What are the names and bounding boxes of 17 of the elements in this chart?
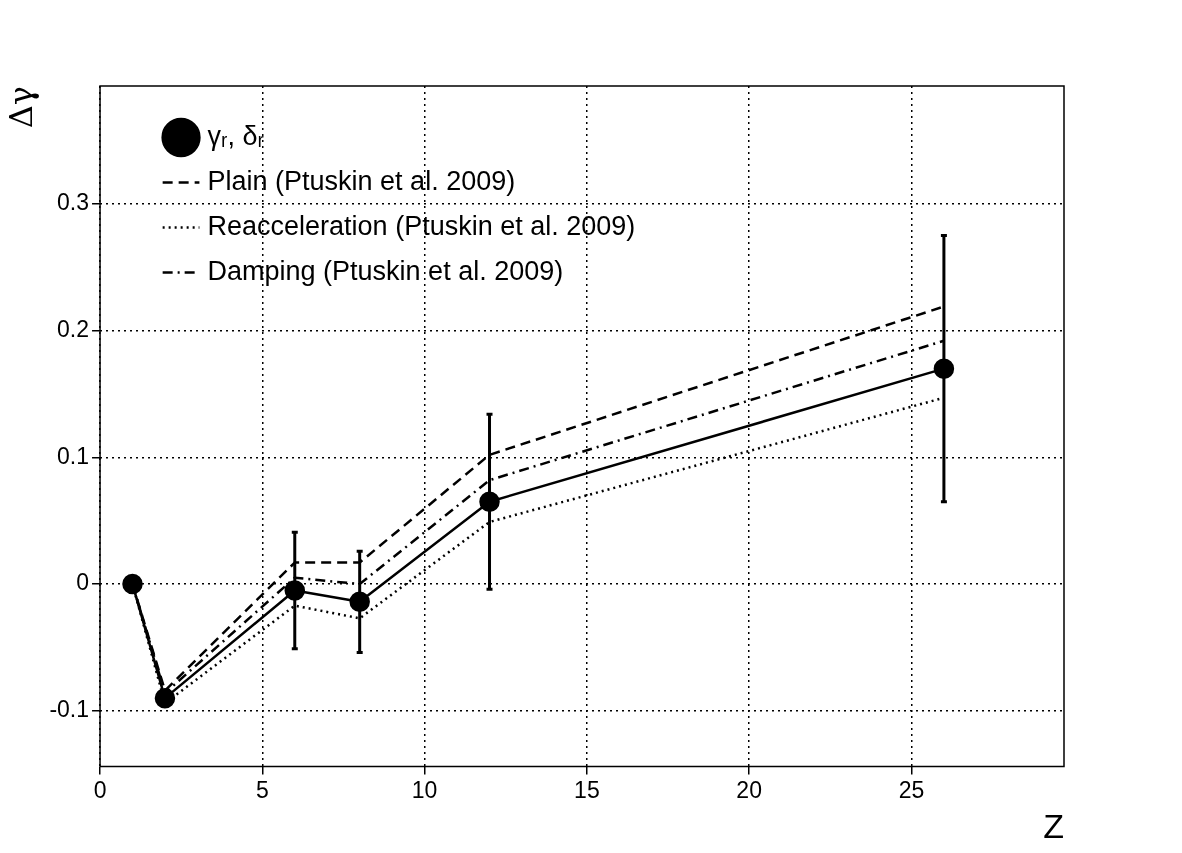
legend-label: Reacceleration (Ptuskin et al. 2009) [207,210,636,241]
legend-label: γᵣ, δᵣ [207,120,265,151]
legend-label: Plain (Ptuskin et al. 2009) [207,165,516,196]
x-tick-label: 15 [574,776,600,803]
x-tick-label: 5 [255,776,269,803]
y-tick-label: 0 [76,569,90,596]
x-axis-title: Z [1043,806,1064,845]
legend-label: Damping (Ptuskin et al. 2009) [207,255,564,286]
x-tick-label: 20 [736,776,762,803]
y-tick-label: 0.2 [57,315,90,342]
y-axis-title: Δγ [1,86,40,129]
y-tick-label: -0.1 [49,696,90,723]
x-tick-label: 0 [93,776,107,803]
y-tick-label: 0.3 [57,189,90,216]
x-tick-label: 10 [411,776,438,803]
x-tick-label: 25 [898,776,925,803]
y-tick-label: 0.1 [57,442,90,469]
